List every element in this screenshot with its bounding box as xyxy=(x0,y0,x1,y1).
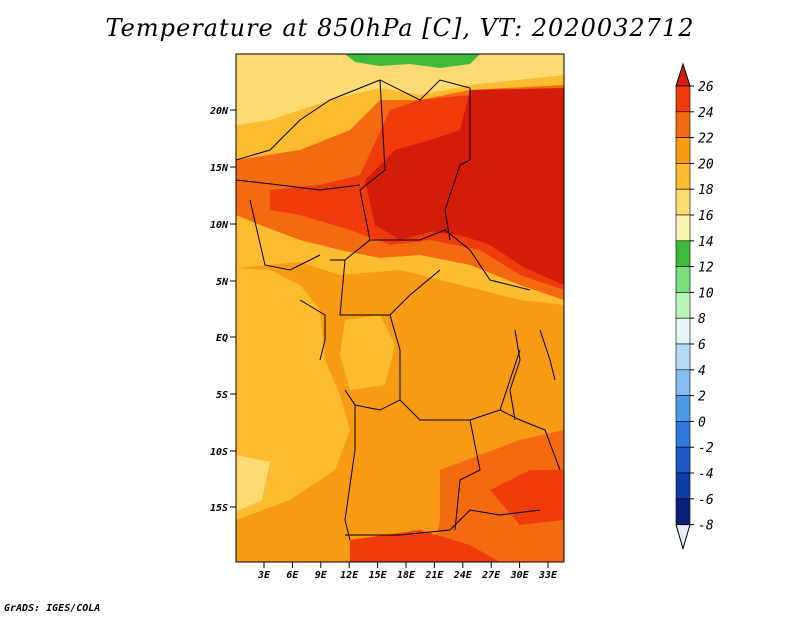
lon-tick-label: 3E xyxy=(257,570,271,581)
lon-tick-label: 9E xyxy=(315,570,328,581)
lon-tick-label: 27E xyxy=(481,570,501,581)
lat-tick-label: EQ xyxy=(216,333,228,344)
lon-tick-label: 21E xyxy=(424,570,444,581)
field-se-24 xyxy=(490,470,564,525)
colorbar-label: 22 xyxy=(698,132,714,147)
lon-tick-label: 24E xyxy=(453,570,473,581)
temperature-field xyxy=(236,54,564,562)
field-central-18 xyxy=(340,315,395,390)
field-sw-16 xyxy=(236,455,270,512)
lat-tick-label: 15N xyxy=(210,163,229,174)
colorbar-label: 6 xyxy=(698,338,706,353)
colorbar-segment xyxy=(675,421,691,448)
lon-tick-label: 30E xyxy=(510,570,530,581)
country-borders xyxy=(236,79,561,541)
lon-tick-label: 15E xyxy=(369,570,388,581)
map-frame xyxy=(235,53,565,563)
colorbar-label: 14 xyxy=(698,235,714,250)
lon-tick-label: 12E xyxy=(340,570,359,581)
lat-tick-label: 20N xyxy=(209,106,229,117)
colorbar-label: -2 xyxy=(698,441,714,456)
colorbar-segment xyxy=(675,188,691,216)
colorbar-segment xyxy=(675,292,691,319)
grads-credit: GrADS: IGES/COLA xyxy=(4,603,101,614)
colorbar-segment xyxy=(675,163,691,190)
colorbar-segment xyxy=(675,240,691,267)
colorbar-label: -6 xyxy=(698,493,714,508)
colorbar-label: 0 xyxy=(698,415,706,430)
colorbar-segment xyxy=(675,446,691,474)
lon-tick-label: 18E xyxy=(397,570,416,581)
lat-tick-label: 10N xyxy=(210,220,229,231)
lat-tick-label: 5N xyxy=(216,277,229,288)
colorbar-label: 18 xyxy=(698,183,714,198)
field-s-24 xyxy=(350,530,500,562)
colorbar-segment xyxy=(675,343,691,371)
colorbar-label: 10 xyxy=(698,286,714,301)
colorbar-segment xyxy=(675,266,691,293)
colorbar-segment xyxy=(675,214,691,242)
colorbar-label: -4 xyxy=(698,467,714,482)
colorbar-label: 26 xyxy=(698,80,714,95)
lat-tick-label: 5S xyxy=(216,390,228,401)
colorbar-segment xyxy=(675,85,691,113)
colorbar-segment xyxy=(675,472,691,500)
colorbar-label: -8 xyxy=(698,519,714,534)
colorbar-label: 12 xyxy=(698,261,714,276)
lat-tick-label: 10S xyxy=(210,447,228,458)
field-core-26 xyxy=(365,88,564,285)
colorbar-label: 24 xyxy=(698,106,714,121)
lon-tick-label: 6E xyxy=(286,570,299,581)
colorbar-segment xyxy=(675,111,691,138)
field-green-12 xyxy=(345,54,480,68)
colorbar-segment xyxy=(675,137,691,164)
lat-tick-label: 15S xyxy=(210,503,228,514)
colorbar-bottom-arrow xyxy=(675,524,691,551)
colorbar-top-arrow xyxy=(675,62,691,87)
latitude-axis: 20N 15N 10N 5N EQ 5S 10S 15S xyxy=(209,106,236,514)
colorbar-segment xyxy=(675,395,691,422)
colorbar-segment xyxy=(675,317,691,345)
field-west-18 xyxy=(236,268,350,520)
colorbar-label: 4 xyxy=(698,364,706,379)
colorbar-label: 16 xyxy=(698,209,714,224)
chart-title: Temperature at 850hPa [C], VT: 202003271… xyxy=(105,14,695,42)
longitude-axis: 3E 6E 9E 12E 15E 18E 21E 24E 27E 30E 33E xyxy=(257,562,558,581)
colorbar-label: 2 xyxy=(698,390,706,405)
colorbar-segment xyxy=(675,369,691,396)
colorbar-label: 20 xyxy=(698,157,714,172)
lon-tick-label: 33E xyxy=(538,570,558,581)
colorbar-label: 8 xyxy=(698,312,706,327)
colorbar-segment xyxy=(675,498,691,525)
